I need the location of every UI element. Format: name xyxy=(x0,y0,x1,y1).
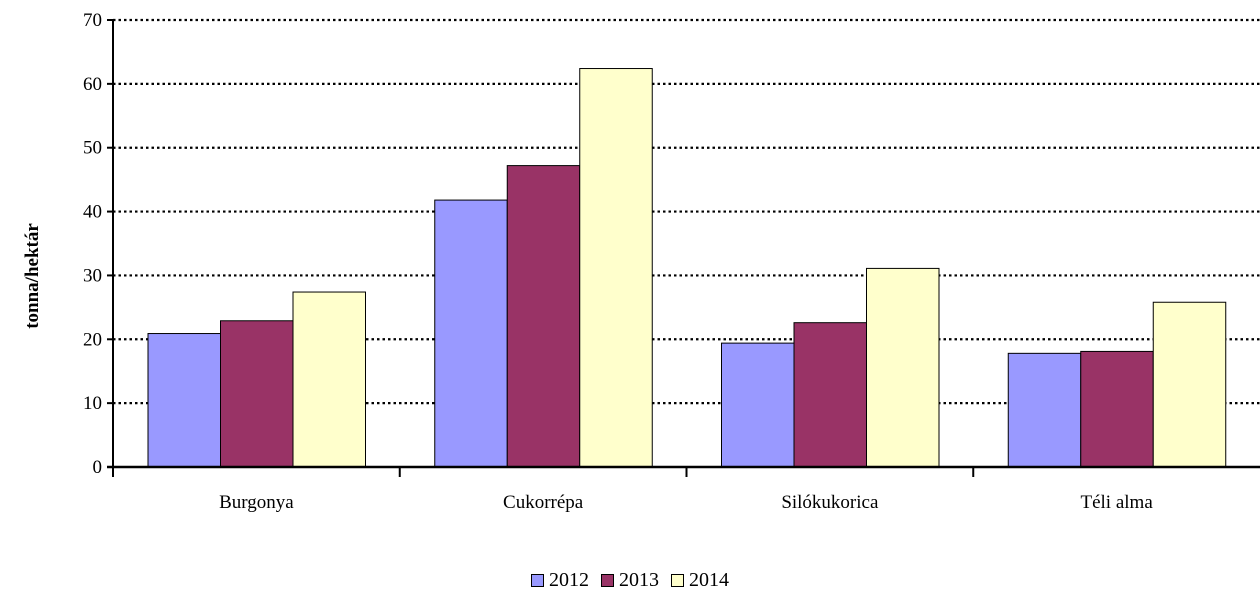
y-tick-label: 40 xyxy=(83,202,102,223)
bar-2013-Silókukorica xyxy=(793,322,867,468)
legend-label: 2014 xyxy=(689,569,729,591)
bar-2013-Burgonya xyxy=(220,320,294,468)
y-tick-label: 30 xyxy=(83,265,102,286)
bar-2014-Burgonya xyxy=(292,291,366,468)
y-tick-label: 70 xyxy=(83,10,102,31)
bar-2012-Silókukorica xyxy=(721,342,795,468)
legend-swatch xyxy=(531,574,544,587)
x-category-label: Cukorrépa xyxy=(503,492,584,513)
bars xyxy=(147,68,1227,468)
bar-2014-Silókukorica xyxy=(866,267,940,468)
gridlines xyxy=(113,18,1260,405)
axes xyxy=(107,19,1260,477)
bar-2012-Téli alma xyxy=(1007,352,1082,468)
y-tick-label: 20 xyxy=(83,329,102,350)
x-category-labels: Burgonya Cukorrépa Silókukorica Téli alma xyxy=(219,492,1153,513)
bar-2014-Téli alma xyxy=(1152,301,1227,468)
legend-swatch xyxy=(601,574,614,587)
legend-item-2012: 2012 xyxy=(531,569,589,592)
bar-2012-Burgonya xyxy=(147,333,221,468)
bar-chart: 0 10 20 30 40 50 60 70 Burgonya Cukorrépa Silókuk… xyxy=(22,10,1260,513)
x-category-label: Téli alma xyxy=(1080,492,1153,513)
x-category-label: Burgonya xyxy=(219,492,294,513)
y-axis-label: tonna/hektár xyxy=(22,223,43,329)
y-tick-label: 50 xyxy=(83,138,102,159)
bar-2014-Cukorrépa xyxy=(579,68,653,468)
legend: 2012 2013 2014 xyxy=(0,569,1260,592)
y-tick-label: 0 xyxy=(93,457,103,478)
bar-2013-Cukorrépa xyxy=(506,165,581,468)
y-tick-label: 60 xyxy=(83,74,102,95)
bar-2013-Téli alma xyxy=(1080,350,1154,468)
legend-item-2014: 2014 xyxy=(671,569,729,592)
legend-label: 2012 xyxy=(549,569,589,591)
y-tick-labels: 0 10 20 30 40 50 60 70 xyxy=(83,10,102,478)
legend-item-2013: 2013 xyxy=(601,569,659,592)
bar-2012-Cukorrépa xyxy=(434,199,508,468)
legend-swatch xyxy=(671,574,684,587)
y-tick-label: 10 xyxy=(83,393,102,414)
legend-label: 2013 xyxy=(619,569,659,591)
x-category-label: Silókukorica xyxy=(781,492,879,513)
